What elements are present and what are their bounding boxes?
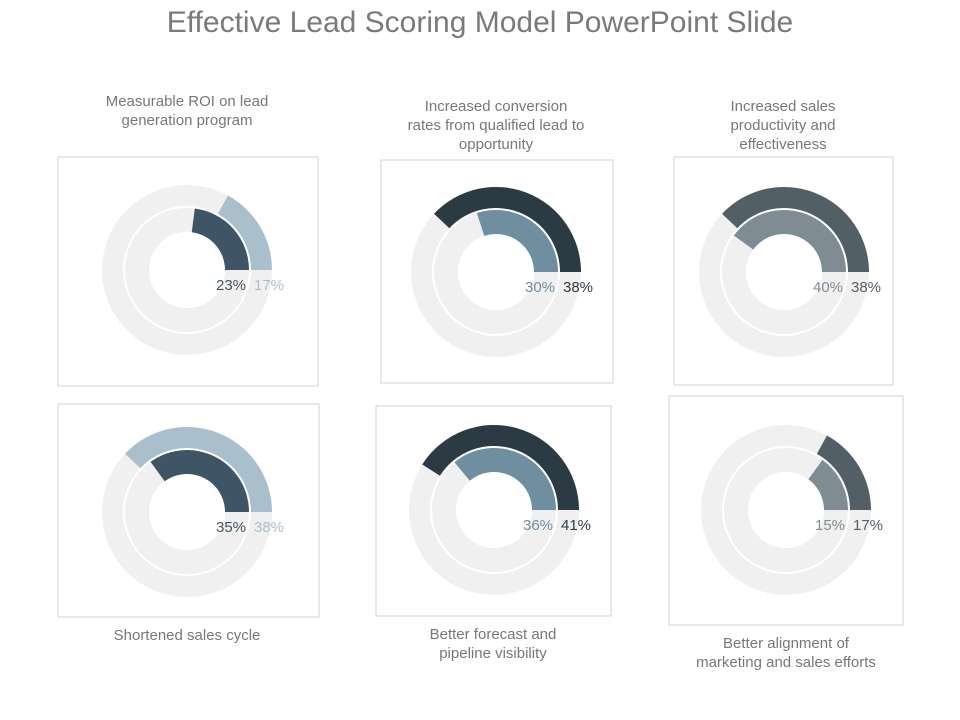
chart-caption: Measurable ROI on lead generation progra…: [105, 93, 269, 129]
chart-caption: Better forecast and pipeline visibility: [429, 626, 557, 662]
value-label: 41%: [561, 517, 591, 534]
chart-frame: [668, 395, 904, 626]
slide-title: Effective Lead Scoring Model PowerPoint …: [166, 6, 794, 39]
value-label: 36%: [523, 517, 553, 534]
chart-frame: [57, 403, 320, 618]
ring-arc: [191, 208, 249, 270]
value-label: 38%: [851, 279, 881, 296]
ring-separator: [722, 446, 850, 574]
ring-arc: [422, 424, 579, 510]
ring-separator: [123, 448, 251, 576]
ring-separator: [720, 208, 848, 336]
ring-arc: [434, 186, 581, 272]
ring-arc: [722, 186, 869, 272]
chart-caption: Increased sales productivity and effecti…: [730, 98, 836, 153]
value-label: 38%: [563, 279, 593, 296]
ring-arc: [150, 450, 249, 512]
ring-arc: [808, 459, 848, 510]
ring-separator: [430, 446, 558, 574]
ring-arc: [454, 448, 556, 510]
ring-arc: [476, 209, 558, 272]
ring-arc: [217, 195, 272, 270]
value-label: 30%: [525, 279, 555, 296]
ring-arc: [816, 435, 871, 510]
chart-frame: [57, 156, 319, 387]
ring-arc: [125, 426, 272, 512]
value-label: 38%: [254, 519, 284, 536]
chart-frame: [375, 405, 612, 617]
value-label: 15%: [815, 517, 845, 534]
value-label: 40%: [813, 279, 843, 296]
chart-caption: Increased conversion rates from qualifie…: [407, 98, 585, 153]
chart-caption: Shortened sales cycle: [113, 627, 261, 644]
value-label: 17%: [254, 277, 284, 294]
chart-caption: Better alignment of marketing and sales …: [696, 635, 876, 671]
ring-arc: [733, 210, 846, 272]
value-label: 35%: [216, 519, 246, 536]
value-label: 17%: [853, 517, 883, 534]
ring-separator: [432, 208, 560, 336]
value-label: 23%: [216, 277, 246, 294]
chart-frame: [673, 156, 894, 386]
chart-frame: [380, 159, 614, 384]
ring-separator: [123, 206, 251, 334]
